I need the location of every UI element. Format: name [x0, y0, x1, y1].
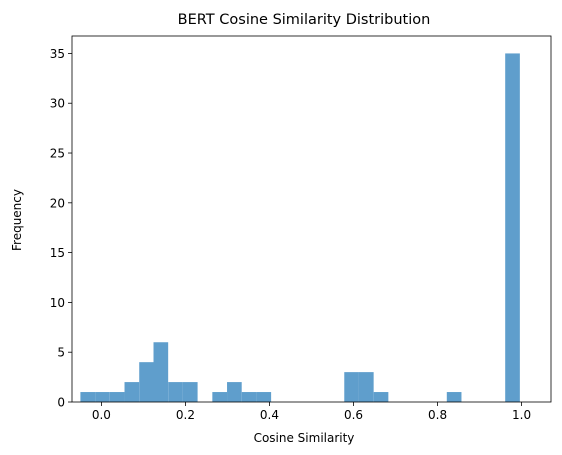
plot-frame — [71, 35, 552, 403]
histogram-bar-18 — [344, 372, 359, 402]
histogram-bar-5 — [153, 342, 169, 402]
histogram-bar-1 — [95, 392, 110, 402]
chart-title: BERT Cosine Similarity Distribution — [178, 12, 431, 28]
y-tick-label: 5 — [57, 346, 65, 360]
x-tick-label: 0.8 — [428, 408, 447, 422]
y-axis-label: Frequency — [10, 189, 24, 251]
histogram-bar-4 — [139, 362, 154, 402]
y-tick-label: 15 — [50, 246, 65, 260]
histogram-bar-11 — [241, 392, 257, 402]
bars-group — [80, 53, 520, 403]
x-tick-label: 1.0 — [512, 408, 531, 422]
y-tick-label: 20 — [50, 196, 65, 210]
y-tick-label: 35 — [50, 47, 65, 61]
y-tick-label: 0 — [57, 396, 65, 410]
y-axis-ticks: 0 5 10 15 20 25 30 35 — [50, 47, 72, 410]
x-axis-label: Cosine Similarity — [254, 431, 355, 445]
x-tick-label: 0.6 — [344, 408, 363, 422]
y-tick-label: 10 — [50, 296, 65, 310]
histogram-bar-25 — [446, 392, 462, 402]
y-tick-label: 30 — [50, 97, 65, 111]
y-tick-label: 25 — [50, 147, 65, 161]
histogram-bar-10 — [227, 382, 242, 402]
histogram-bar-0 — [80, 392, 96, 402]
histogram-bar-20 — [373, 392, 389, 402]
histogram-bar-2 — [109, 392, 125, 402]
histogram-bar-9 — [212, 392, 227, 402]
x-axis-ticks: 0.0 0.2 0.4 0.6 0.8 1.0 — [92, 402, 531, 422]
histogram-bar-3 — [124, 382, 140, 402]
histogram-bar-12 — [256, 392, 272, 402]
histogram-bar-19 — [358, 372, 374, 402]
x-tick-label: 0.0 — [92, 408, 111, 422]
histogram-bar-6 — [168, 382, 183, 402]
x-tick-label: 0.2 — [176, 408, 195, 422]
histogram-bar-7 — [182, 382, 198, 402]
x-tick-label: 0.4 — [260, 408, 279, 422]
histogram-bar-29 — [505, 53, 520, 403]
